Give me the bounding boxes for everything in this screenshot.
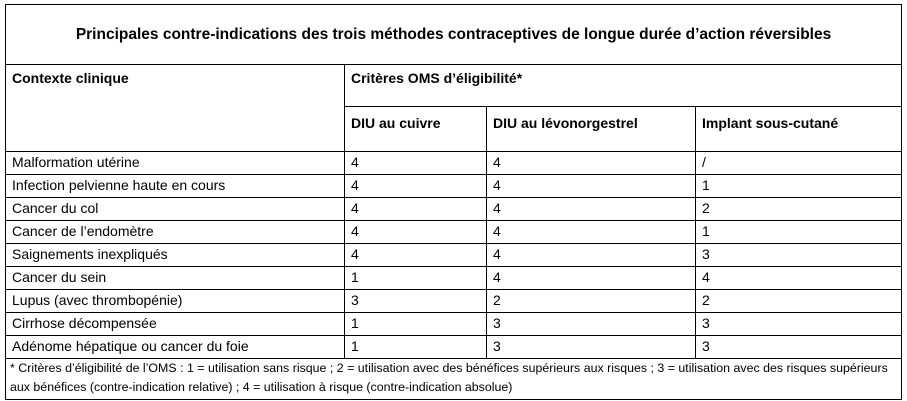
score-cell: / — [694, 151, 903, 175]
score-cell: 4 — [344, 197, 487, 221]
table-row: Malformation utérine 4 4/ — [5, 151, 903, 175]
score-cell: 4 — [344, 220, 487, 244]
score-cell: 4 — [486, 266, 696, 290]
score-cell: 3 — [344, 289, 487, 313]
score-cell: 3 — [486, 312, 696, 336]
context-header: Contexte clinique — [5, 64, 345, 152]
footnote: * Critères d’éligibilité de l’OMS : 1 = … — [4, 358, 903, 400]
score-cell: 1 — [344, 335, 487, 359]
table-row: Cirrhose décompensée 1 3 3 — [5, 312, 903, 336]
score-cell: 3 — [694, 312, 903, 336]
score-cell: 1 — [694, 174, 903, 198]
context-cell: Adénome hépatique ou cancer du foie — [5, 335, 345, 359]
criteria-header: Critères OMS d’éligibilité* — [343, 64, 903, 107]
score-cell: 4 — [486, 174, 696, 198]
score-cell: 4 — [344, 151, 487, 175]
score-cell: 4 — [486, 151, 696, 175]
score-cell: 1 — [694, 220, 903, 244]
context-cell: Malformation utérine — [5, 151, 345, 175]
score-cell: 3 — [694, 243, 903, 267]
score-cell: 3 — [486, 335, 696, 359]
score-cell: 4 — [344, 174, 487, 198]
score-cell: 3 — [694, 335, 903, 359]
table-row: Adénome hépatique ou cancer du foie 1 3 3 — [5, 335, 903, 359]
header-row: Contexte clinique Critères OMS d’éligibi… — [5, 64, 903, 152]
method-header-row: DIU au cuivre DIU au lévonorgestrel Impl… — [6, 106, 903, 152]
method-header-lng-iud: DIU au lévonorgestrel — [486, 106, 696, 152]
footnote-row: * Critères d’éligibilité de l’OMS : 1 = … — [4, 358, 903, 400]
context-cell: Cirrhose décompensée — [5, 312, 345, 336]
context-cell: Saignements inexpliqués — [5, 243, 345, 267]
context-cell: Infection pelvienne haute en cours — [5, 174, 345, 198]
table-row: Cancer de l’endomètre 4 4 1 — [5, 220, 903, 244]
table-row: Cancer du col 4 4 2 — [5, 197, 903, 221]
context-cell: Cancer du sein — [5, 266, 345, 290]
score-cell: 1 — [344, 312, 487, 336]
table-row: Lupus (avec thrombopénie) 3 2 2 — [5, 289, 903, 313]
score-cell: 4 — [344, 243, 487, 267]
score-cell: 4 — [694, 266, 903, 290]
method-header-implant: Implant sous-cutané — [694, 106, 903, 152]
score-cell: 2 — [486, 289, 696, 313]
title-row: Principales contre-indications des trois… — [4, 4, 903, 65]
score-cell: 2 — [694, 197, 903, 221]
score-cell: 2 — [694, 289, 903, 313]
contraindications-table: Principales contre-indications des trois… — [4, 4, 903, 400]
context-cell: Lupus (avec thrombopénie) — [5, 289, 345, 313]
context-cell: Cancer de l’endomètre — [5, 220, 345, 244]
table-title: Principales contre-indications des trois… — [4, 4, 903, 65]
table-body: Malformation utérine 4 4/Infection pelvien… — [5, 151, 903, 359]
score-cell: 4 — [486, 243, 696, 267]
table-row: Cancer du sein 1 4 4 — [5, 266, 903, 290]
table-row: Saignements inexpliqués 4 4 3 — [5, 243, 903, 267]
contraindications-table-container: Principales contre-indications des trois… — [4, 4, 903, 400]
table-row: Infection pelvienne haute en cours 4 4 1 — [5, 174, 903, 198]
score-cell: 4 — [486, 197, 696, 221]
score-cell: 4 — [486, 220, 696, 244]
method-header-copper-iud: DIU au cuivre — [344, 106, 487, 152]
score-cell: 1 — [344, 266, 487, 290]
context-cell: Cancer du col — [5, 197, 345, 221]
